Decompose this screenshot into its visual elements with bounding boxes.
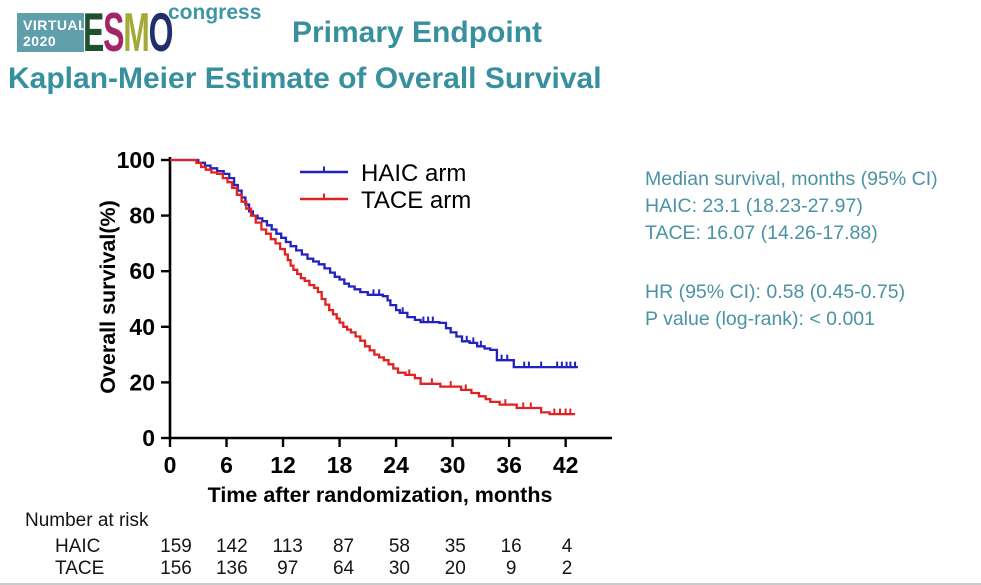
risk-value: 58 [388,536,410,557]
number-at-risk-title: Number at risk [25,510,149,531]
stats-blank-line [645,247,938,279]
esmo-wordmark: ESMO [83,5,173,60]
esmo-letter: M [123,1,150,63]
risk-value: 35 [444,536,466,557]
y-axis-title: Overall survival(%) [96,200,120,394]
x-tick-label: 30 [440,452,466,478]
y-tick-label: 100 [117,147,155,173]
risk-row-label: HAIC [55,536,101,557]
tace-curve [170,158,576,416]
x-tick-label: 42 [553,452,579,478]
legend-label: HAIC arm [361,160,466,187]
risk-value: 20 [444,558,466,579]
risk-value: 156 [160,558,192,579]
risk-value: 30 [388,558,410,579]
page-subtitle: Kaplan-Meier Estimate of Overall Surviva… [8,62,602,95]
y-tick-label: 60 [129,258,155,284]
risk-value: 136 [215,558,248,579]
risk-value: 16 [500,536,522,557]
risk-row-label: TACE [55,558,105,579]
risk-value: 142 [215,536,248,557]
esmo-virtual-2020-badge: VIRTUAL 2020 [17,13,88,52]
stats-line: P value (log-rank): < 0.001 [645,308,875,330]
haic-curve [170,158,578,369]
y-tick-label: 0 [142,425,155,451]
x-axis-title: Time after randomization, months [208,483,553,507]
stats-panel: Median survival, months (95% CI) HAIC: 23… [645,166,938,333]
x-tick-label: 12 [270,452,296,478]
y-tick-label: 40 [129,314,155,340]
page-title: Primary Endpoint [291,16,543,49]
esmo-logo: VIRTUAL 2020 ESMO congress [17,1,261,63]
risk-value: 9 [505,558,517,579]
risk-value: 97 [277,558,299,579]
stats-line: HAIC: 23.1 (18.23-27.97) [645,195,863,217]
y-tick-label: 80 [129,203,155,229]
risk-value: 87 [332,536,355,557]
slide-bottom-edge [0,583,981,585]
y-tick-label: 20 [129,369,155,395]
risk-value: 2 [561,558,573,579]
logo-congress-text: congress [168,1,262,24]
x-tick-label: 6 [220,452,233,478]
x-tick-label: 18 [327,452,353,478]
stats-line: HR (95% CI): 0.58 (0.45-0.75) [645,281,906,303]
logo-virtual-text: VIRTUAL [23,17,88,33]
x-tick-label: 36 [496,452,522,478]
esmo-letter: O [148,1,174,63]
x-tick-label: 0 [164,452,177,478]
risk-value: 64 [332,558,355,579]
number-at-risk-table: Number at risk HAIC 159 142 113 87 58 35 16 4 TAC… [0,508,640,585]
esmo-letter: S [103,1,124,63]
stats-line: Median survival, months (95% CI) [645,168,938,190]
legend-label: TACE arm [361,187,471,214]
stats-line: TACE: 16.07 (14.26-17.88) [645,222,878,244]
risk-value: 113 [272,536,303,557]
esmo-letter: E [83,1,104,63]
logo-year-text: 2020 [23,33,57,49]
risk-value: 4 [561,536,573,557]
risk-value: 159 [160,536,192,557]
x-tick-label: 24 [383,452,409,478]
